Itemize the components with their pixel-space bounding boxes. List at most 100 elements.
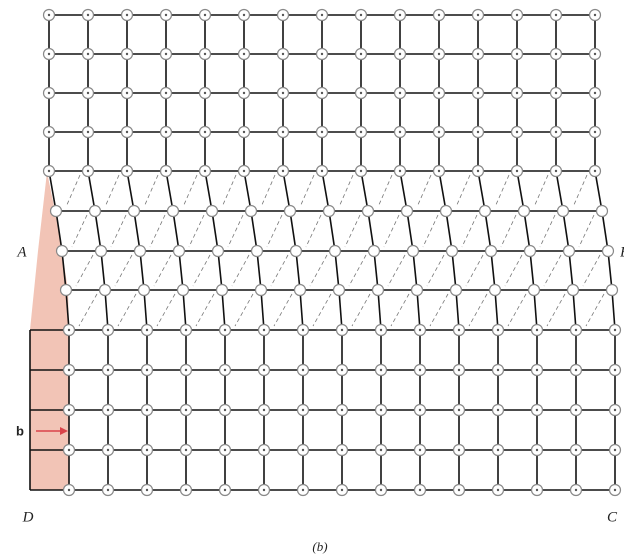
atom <box>488 283 502 297</box>
vertical-bond <box>334 250 340 291</box>
atom-center <box>515 91 519 95</box>
vertical-bond <box>133 210 141 252</box>
dashed-bond <box>465 254 484 287</box>
atom-center <box>593 169 597 173</box>
atom-center <box>535 488 539 492</box>
atom-center <box>281 13 285 17</box>
atom-center <box>613 368 617 372</box>
atom-center <box>613 408 617 412</box>
dashed-bond <box>75 254 94 287</box>
vertical-bond <box>178 250 184 291</box>
atom-center <box>476 169 480 173</box>
atom-center <box>476 13 480 17</box>
atom <box>371 283 385 297</box>
vertical-bond <box>572 289 577 331</box>
dashed-bond <box>468 293 488 327</box>
atom-center <box>437 169 441 173</box>
vertical-bond <box>533 289 538 331</box>
dashed-bond <box>153 254 172 287</box>
atom <box>49 204 63 218</box>
atom <box>566 283 580 297</box>
vertical-bond <box>260 289 265 331</box>
dashed-bond <box>195 293 215 327</box>
atom-center <box>184 368 188 372</box>
atom-center <box>47 13 51 17</box>
dashed-bond <box>114 254 133 287</box>
label-c: C <box>607 509 618 525</box>
atom-center <box>203 52 207 56</box>
vertical-bond <box>243 170 252 212</box>
dashed-bond <box>504 254 523 287</box>
atom-center <box>301 408 305 412</box>
vertical-bond <box>295 250 301 291</box>
atom-center <box>554 91 558 95</box>
atom-center <box>574 488 578 492</box>
atom <box>439 204 453 218</box>
atom-center <box>262 448 266 452</box>
vertical-bond <box>412 250 418 291</box>
atom-center <box>184 328 188 332</box>
atom-center <box>106 408 110 412</box>
atom-center <box>125 91 129 95</box>
label-b: B <box>620 244 624 260</box>
atom-center <box>515 130 519 134</box>
atom-center <box>574 368 578 372</box>
vertical-bond <box>568 250 574 291</box>
atom <box>527 283 541 297</box>
atom-center <box>457 488 461 492</box>
vertical-bond <box>289 210 297 252</box>
atom <box>601 244 615 258</box>
atom <box>523 244 537 258</box>
atom-center <box>223 448 227 452</box>
vertical-bond <box>601 210 609 252</box>
dashed-bond <box>494 174 510 208</box>
atom-center <box>67 448 71 452</box>
atom-center <box>203 130 207 134</box>
atom-center <box>47 130 51 134</box>
atom-center <box>203 91 207 95</box>
atom-center <box>476 91 480 95</box>
dashed-bond <box>231 254 250 287</box>
dashed-bond <box>143 174 159 208</box>
atom <box>283 204 297 218</box>
atom <box>361 204 375 218</box>
atom-center <box>320 169 324 173</box>
dashed-bond <box>546 293 566 327</box>
atom <box>322 204 336 218</box>
atom-center <box>86 169 90 173</box>
atom-center <box>535 448 539 452</box>
atom-center <box>86 130 90 134</box>
atom <box>94 244 108 258</box>
atom-center <box>106 448 110 452</box>
atom-center <box>67 488 71 492</box>
atom <box>172 244 186 258</box>
atom-center <box>184 408 188 412</box>
atom-center <box>242 169 246 173</box>
dashed-bond <box>221 174 237 208</box>
atom-center <box>184 448 188 452</box>
dashed-bond <box>234 293 254 327</box>
atom-center <box>164 130 168 134</box>
atom-center <box>164 169 168 173</box>
vertical-bond <box>139 250 145 291</box>
vertical-bond <box>104 289 109 331</box>
dashed-bond <box>309 254 328 287</box>
atom-center <box>223 408 227 412</box>
atom-center <box>340 408 344 412</box>
vertical-bond <box>611 289 616 331</box>
vertical-bond <box>55 210 63 252</box>
atom-center <box>164 91 168 95</box>
vertical-bond <box>416 289 421 331</box>
dashed-bond <box>543 254 562 287</box>
atom-center <box>398 13 402 17</box>
atom-center <box>281 169 285 173</box>
atom-center <box>613 448 617 452</box>
dashed-bond <box>429 293 449 327</box>
atom <box>406 244 420 258</box>
atom-center <box>47 169 51 173</box>
atom-center <box>262 488 266 492</box>
dashed-bond <box>507 293 527 327</box>
atom <box>328 244 342 258</box>
